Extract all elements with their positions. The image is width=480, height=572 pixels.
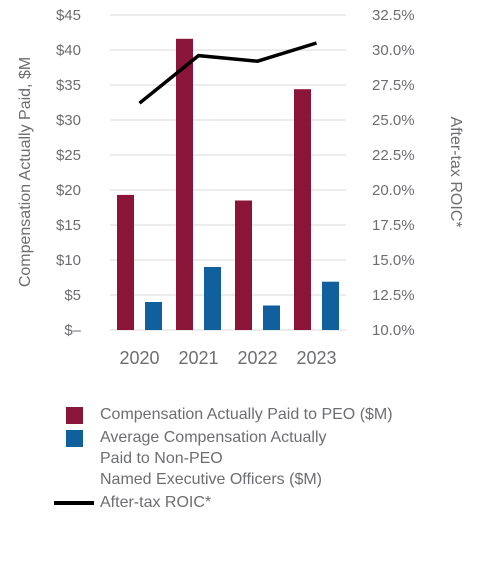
x-tick-label: 2020 — [119, 348, 159, 368]
left-tick-label: $– — [64, 322, 81, 339]
legend-item-peo: Compensation Actually Paid to PEO ($M) — [52, 404, 452, 425]
bar-neo — [263, 305, 280, 330]
bar-peo — [294, 89, 311, 330]
legend-label-neo-line-2: Paid to Non-PEO — [100, 450, 223, 467]
legend-label-roic: After-tax ROIC* — [100, 494, 212, 511]
right-tick-label: 20.0% — [372, 182, 415, 199]
left-tick-label: $35 — [56, 77, 81, 94]
bar-peo — [176, 38, 193, 331]
bar-neo — [204, 267, 221, 330]
bar-peo — [117, 194, 134, 330]
right-tick-label: 10.0% — [372, 322, 415, 339]
right-tick-label: 15.0% — [372, 252, 415, 269]
x-tick-label: 2021 — [178, 348, 218, 368]
bar-series — [117, 38, 339, 331]
roic-line-series — [138, 41, 318, 105]
left-axis-ticks: $– $5 $10 $15 $20 $25 $30 $35 $40 $45 — [56, 7, 82, 339]
left-tick-label: $15 — [56, 217, 81, 234]
gridlines — [110, 14, 346, 331]
left-axis-title: Compensation Actually Paid, $M — [17, 57, 34, 287]
right-tick-label: 17.5% — [372, 217, 415, 234]
left-tick-label: $45 — [56, 7, 81, 24]
legend-label-neo-line-3: Named Executive Officers ($M) — [100, 471, 322, 488]
legend-swatch-peo — [66, 407, 83, 424]
right-tick-label: 22.5% — [372, 147, 415, 164]
right-tick-label: 30.0% — [372, 42, 415, 59]
right-tick-label: 27.5% — [372, 77, 415, 94]
bar-peo — [235, 200, 252, 330]
legend: Compensation Actually Paid to PEO ($M) A… — [52, 404, 452, 513]
right-axis-title: After-tax ROIC* — [447, 116, 464, 227]
left-tick-label: $40 — [56, 42, 81, 59]
right-tick-label: 12.5% — [372, 287, 415, 304]
legend-swatch-roic — [54, 501, 94, 505]
right-tick-label: 25.0% — [372, 112, 415, 129]
right-tick-label: 32.5% — [372, 7, 415, 24]
legend-label-peo: Compensation Actually Paid to PEO ($M) — [100, 406, 393, 423]
legend-item-roic: After-tax ROIC* — [52, 492, 452, 513]
x-axis-ticks: 2020 2021 2022 2023 — [119, 348, 336, 368]
legend-item-neo: Average Compensation Actually Paid to No… — [52, 427, 452, 490]
bar-neo — [145, 302, 162, 330]
x-tick-label: 2022 — [237, 348, 277, 368]
x-tick-label: 2023 — [296, 348, 336, 368]
roic-line — [138, 41, 318, 105]
left-tick-label: $30 — [56, 112, 81, 129]
left-tick-label: $10 — [56, 252, 81, 269]
bar-neo — [322, 281, 339, 330]
legend-label-neo-line-1: Average Compensation Actually — [100, 429, 327, 446]
combo-chart: $–$5$10$15$20$25$30$35$40$45 10.0%12.5%1… — [17, 7, 464, 368]
right-axis-ticks: 10.0% 12.5% 15.0% 17.5% 20.0% 22.5% 25.0% 27.5%… — [372, 7, 415, 339]
left-tick-label: $5 — [64, 287, 81, 304]
legend-swatch-neo — [66, 430, 83, 447]
left-tick-label: $25 — [56, 147, 81, 164]
left-tick-label: $20 — [56, 182, 81, 199]
